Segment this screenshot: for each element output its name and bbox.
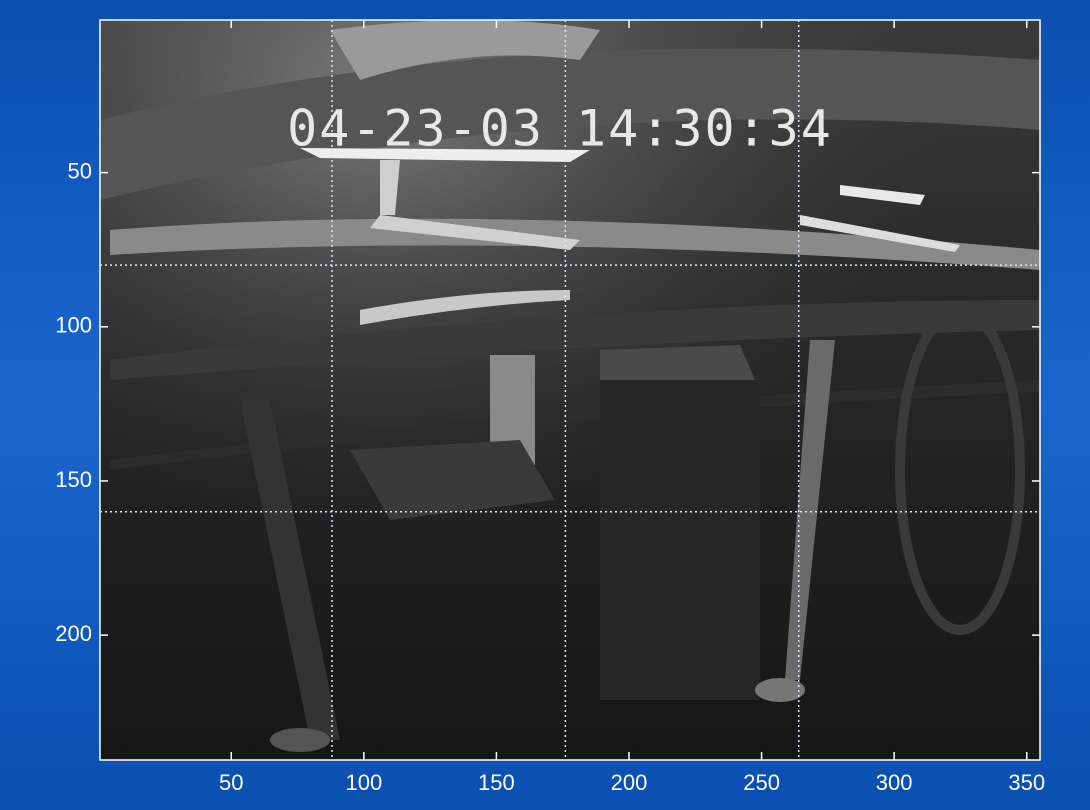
x-tick-label: 250 <box>743 770 780 795</box>
camera-image <box>100 20 1040 760</box>
x-tick-label: 50 <box>219 770 243 795</box>
y-tick-label: 200 <box>55 621 92 646</box>
y-tick-label: 150 <box>55 467 92 492</box>
x-tick-label: 100 <box>345 770 382 795</box>
timestamp: 04-23-03 14:30:34 <box>287 100 833 158</box>
y-tick-label: 100 <box>55 313 92 338</box>
x-tick-label: 150 <box>478 770 515 795</box>
x-tick-label: 300 <box>876 770 913 795</box>
x-tick-label: 350 <box>1008 770 1045 795</box>
axes-frame <box>99 19 1041 761</box>
x-tick-label: 200 <box>611 770 648 795</box>
y-tick-label: 50 <box>68 158 92 183</box>
